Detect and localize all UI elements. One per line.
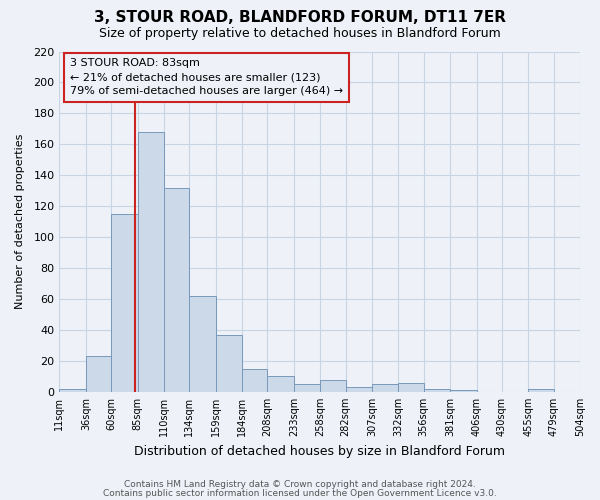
Bar: [137, 132, 164, 392]
Bar: [242, 368, 268, 392]
Bar: [320, 380, 346, 392]
Y-axis label: Number of detached properties: Number of detached properties: [15, 134, 25, 310]
Bar: [398, 382, 424, 392]
Bar: [216, 334, 242, 392]
Text: 3, STOUR ROAD, BLANDFORD FORUM, DT11 7ER: 3, STOUR ROAD, BLANDFORD FORUM, DT11 7ER: [94, 10, 506, 25]
Text: 3 STOUR ROAD: 83sqm
← 21% of detached houses are smaller (123)
79% of semi-detac: 3 STOUR ROAD: 83sqm ← 21% of detached ho…: [70, 58, 343, 96]
Bar: [86, 356, 111, 392]
Text: Contains public sector information licensed under the Open Government Licence v3: Contains public sector information licen…: [103, 488, 497, 498]
Bar: [346, 388, 372, 392]
Text: Contains HM Land Registry data © Crown copyright and database right 2024.: Contains HM Land Registry data © Crown c…: [124, 480, 476, 489]
Bar: [268, 376, 294, 392]
Text: Size of property relative to detached houses in Blandford Forum: Size of property relative to detached ho…: [99, 28, 501, 40]
Bar: [164, 188, 190, 392]
Bar: [190, 296, 216, 392]
Bar: [372, 384, 398, 392]
Bar: [424, 389, 450, 392]
Bar: [294, 384, 320, 392]
X-axis label: Distribution of detached houses by size in Blandford Forum: Distribution of detached houses by size …: [134, 444, 505, 458]
Bar: [528, 389, 554, 392]
Bar: [111, 214, 137, 392]
Bar: [450, 390, 476, 392]
Bar: [59, 389, 86, 392]
